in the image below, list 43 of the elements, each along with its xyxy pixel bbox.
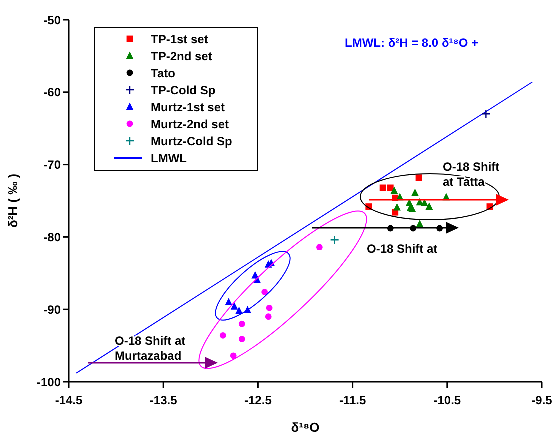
point [230,302,238,310]
point [225,298,233,306]
x-tick-label: -14.5 [55,394,83,408]
y-tick-label: -80 [44,230,62,244]
legend-label: Tato [151,66,176,80]
point [330,235,340,245]
point [390,186,398,194]
point [316,244,323,251]
point [220,332,226,339]
x-tick-label: -9.5 [532,394,553,408]
legend-label: Murtz-Cold Sp [151,134,232,148]
point [265,314,272,320]
x-tick-label: -12.5 [244,394,272,408]
legend-label: LMWL [151,152,187,166]
legend-label: TP-1st set [151,32,208,46]
point [416,174,422,182]
legend-label: TP-2nd set [151,50,212,64]
point [262,289,268,296]
x-tick-label: -10.5 [434,394,462,408]
y-tick-label: -50 [44,13,62,28]
y-tick-label: -60 [44,86,62,100]
x-tick-label: -13.5 [150,394,178,408]
legend-label: Murtz-2nd set [151,118,230,132]
x-tick-label: -11.5 [339,394,366,408]
point [238,320,246,328]
point [230,352,237,360]
point [380,184,386,192]
x-axis-title: δ¹⁸O [291,420,320,435]
annotation: LMWL: δ²H = 8.0 δ¹⁸O + [345,36,479,50]
y-axis-title: δ²H ( ‰ ) [6,174,21,228]
annotation: O-18 Shift at [367,242,438,256]
point [426,202,434,210]
legend-label: Murtz-1st set [151,100,226,114]
point [266,304,273,312]
legend-label: TP-Cold Sp [151,84,216,98]
point [238,336,246,342]
y-tick-label: -100 [36,375,62,390]
point [416,220,424,228]
point [482,110,491,119]
annotation: O-18 Shift at Tatta [443,160,500,189]
point [420,198,428,206]
y-tick-label: -90 [44,302,62,317]
y-tick-label: -70 [44,158,62,172]
